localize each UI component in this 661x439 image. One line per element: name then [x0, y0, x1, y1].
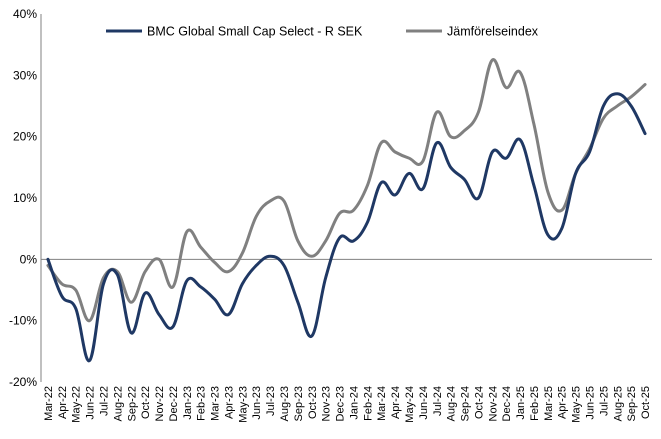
series-line-0 — [46, 92, 647, 363]
y-tick-label: 40% — [13, 7, 37, 21]
x-tick-label: Sep-23 — [293, 386, 305, 421]
legend-label-0: BMC Global Small Cap Select - R SEK — [147, 25, 363, 39]
x-tick-label: Feb-24 — [362, 386, 374, 421]
legend: BMC Global Small Cap Select - R SEK Jämfö… — [106, 25, 539, 39]
x-tick-label: Mar-25 — [543, 386, 555, 421]
x-tick-label: Jun-24 — [418, 386, 430, 420]
x-tick-label: Aug-25 — [612, 386, 624, 421]
x-tick-label: Nov-22 — [154, 386, 166, 421]
y-axis-tick-labels: -20% -10% 0% 10% 20% 30% 40% — [9, 7, 37, 389]
x-tick-label: Feb-25 — [529, 386, 541, 421]
x-tick-label: Oct-22 — [140, 386, 152, 419]
x-tick-label: Sep-25 — [626, 386, 638, 421]
x-tick-label: May-22 — [71, 386, 83, 423]
x-tick-label: Dec-23 — [335, 386, 347, 421]
x-tick-label: Mar-23 — [210, 386, 222, 421]
y-tick-label: 20% — [13, 130, 37, 144]
x-tick-label: Jun-23 — [251, 386, 263, 420]
x-tick-label: Aug-24 — [446, 386, 458, 421]
x-tick-label: Oct-25 — [640, 386, 652, 419]
x-tick-label: Jun-22 — [85, 386, 97, 420]
x-tick-label: May-23 — [237, 386, 249, 423]
x-tick-label: Apr-24 — [390, 386, 402, 419]
x-tick-label: Jan-24 — [348, 386, 360, 420]
x-tick-label: Jul-22 — [98, 386, 110, 416]
x-axis-tick-labels: Mar-22 Apr-22 May-22 Jun-22 Jul-22 Aug-22 Sep-… — [43, 386, 652, 423]
x-tick-label: Feb-23 — [196, 386, 208, 421]
x-tick-label: Sep-22 — [126, 386, 138, 421]
x-tick-label: Mar-24 — [376, 386, 388, 421]
series-line-1 — [46, 58, 647, 323]
y-tick-label: -10% — [9, 314, 37, 328]
x-tick-label: Apr-22 — [57, 386, 69, 419]
x-tick-label: Oct-24 — [473, 386, 485, 419]
y-tick-label: 30% — [13, 68, 37, 82]
legend-label-1: Jämförelseindex — [447, 25, 539, 39]
y-tick-label: -20% — [9, 375, 37, 389]
x-tick-label: Dec-22 — [168, 386, 180, 421]
x-tick-label: Jul-25 — [598, 386, 610, 416]
x-tick-label: May-25 — [571, 386, 583, 423]
x-tick-label: Jul-24 — [432, 386, 444, 416]
x-tick-label: Mar-22 — [43, 386, 55, 421]
x-tick-label: Oct-23 — [307, 386, 319, 419]
x-tick-label: Jul-23 — [265, 386, 277, 416]
x-tick-label: Sep-24 — [460, 386, 472, 421]
x-tick-label: Nov-23 — [321, 386, 333, 421]
x-tick-label: Apr-23 — [223, 386, 235, 419]
x-tick-label: Aug-23 — [279, 386, 291, 421]
x-tick-label: Dec-24 — [501, 386, 513, 421]
x-tick-label: Jan-23 — [182, 386, 194, 420]
y-tick-label: 10% — [13, 191, 37, 205]
x-tick-label: Apr-25 — [557, 386, 569, 419]
x-tick-label: Jun-25 — [585, 386, 597, 420]
x-tick-label: Jan-25 — [515, 386, 527, 420]
y-tick-label: 0% — [20, 252, 38, 266]
x-tick-label: May-24 — [404, 386, 416, 423]
series-lines — [46, 58, 647, 363]
x-tick-label: Aug-22 — [112, 386, 124, 421]
x-tick-label: Nov-24 — [487, 386, 499, 421]
